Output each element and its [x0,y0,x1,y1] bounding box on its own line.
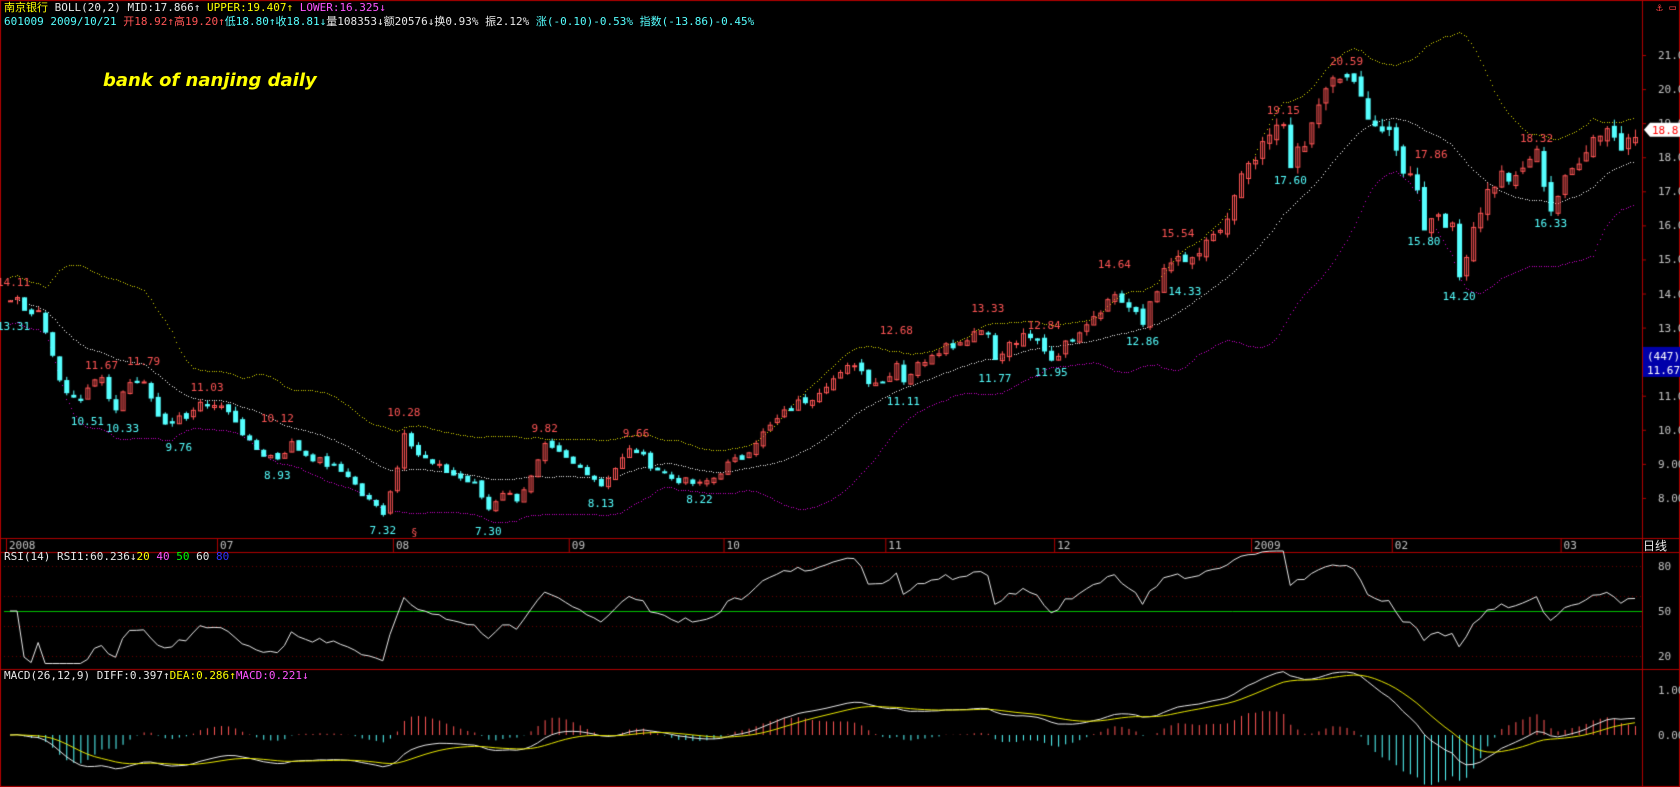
change: 涨(-0.10)-0.53% [535,15,633,28]
boll-header: 南京银行 BOLL(20,2) MID:17.866↑ UPPER:19.407… [4,1,386,15]
diff-arrow-icon: ↑ [162,669,170,682]
amplitude: 振2.12% [485,15,530,28]
close-price: 收18.81 [275,15,320,28]
rsi-level-60: 60 [196,550,210,563]
open-price: 开18.92 [123,15,168,28]
high-arrow-icon: ↑ [218,15,225,28]
volume-arrow-icon: ↓ [376,15,384,28]
amount: 额20576 [383,15,428,28]
boll-lower: LOWER:16.325 [299,1,380,14]
rsi-value: RSI1:60.236 [56,550,130,563]
index-change: 指数(-13.86)-0.45% [639,15,755,28]
amount-arrow-icon: ↓ [427,15,435,28]
boll-mid: MID:17.866 [127,1,194,14]
mid-arrow-icon: ↑ [193,1,201,14]
window-icons[interactable]: ⚓ ▭ [1656,1,1676,14]
high-price: 高19.20 [173,15,219,28]
low-price: 低18.80 [224,15,269,28]
rsi-level-80: 80 [215,550,230,563]
rsi-header: RSI(14) RSI1:60.236↓20 40 50 60 80 [4,550,229,564]
stock-code: 601009 [4,15,44,28]
boll-upper: UPPER:19.407 [206,1,287,14]
quote-date: 2009/10/21 [50,15,117,28]
period-label[interactable]: 日线 [1643,539,1668,553]
macd-title: MACD(26,12,9) [4,669,91,682]
rsi-title: RSI(14) [4,550,51,563]
macd-dea: DEA:0.286 [169,669,230,682]
macd-header: MACD(26,12,9) DIFF:0.397↑DEA:0.286↑MACD:… [4,669,309,683]
rsi-level-20: 20 [136,550,150,563]
rsi-level-40: 40 [156,550,170,563]
macd-arrow-icon: ↓ [302,669,309,682]
turnover: 换0.93% [434,15,479,28]
dea-arrow-icon: ↑ [229,669,236,682]
quote-header: 601009 2009/10/21 开18.92↑高19.20↑低18.80↑收… [4,15,754,29]
chart-title: bank of nanjing daily [103,70,317,91]
open-arrow-icon: ↑ [167,15,174,28]
lower-arrow-icon: ↓ [379,1,386,14]
macd-diff: DIFF:0.397 [96,669,163,682]
low-arrow-icon: ↑ [268,15,276,28]
close-arrow-icon: ↓ [319,15,327,28]
upper-arrow-icon: ↑ [286,1,294,14]
volume: 量108353 [326,15,377,28]
macd-value: MACD:0.221 [235,669,303,682]
rsi-level-50: 50 [176,550,190,563]
rsi-arrow-icon: ↓ [129,550,137,563]
boll-indicator-name: BOLL(20,2) [54,1,121,14]
stock-name: 南京银行 [4,1,48,14]
